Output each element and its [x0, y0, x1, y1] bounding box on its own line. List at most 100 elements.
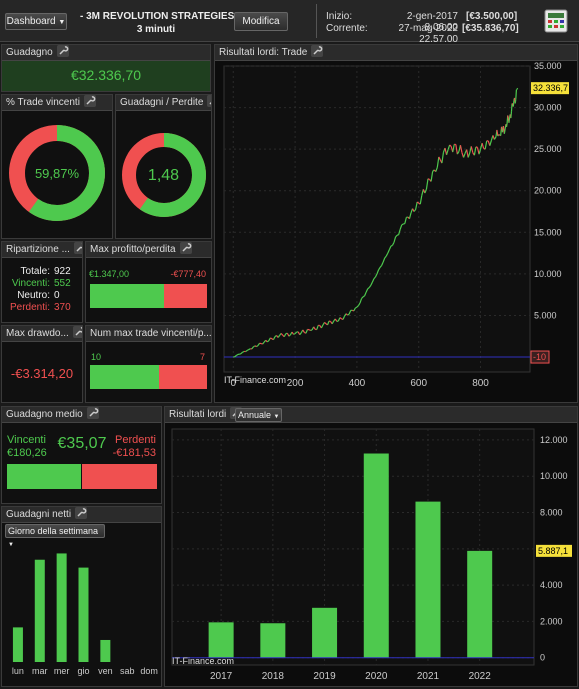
num-max-trade-panel: Num max trade vincenti/p... 10 7 — [85, 325, 212, 403]
y-tick-label: 0 — [540, 653, 545, 663]
guadagno-value: €32.336,70 — [70, 67, 142, 83]
equity-segment — [425, 178, 429, 190]
equity-segment — [339, 317, 342, 320]
bar-2018 — [260, 623, 286, 658]
modifica-button[interactable]: Modifica — [234, 12, 288, 31]
chevron-down-icon: ▼ — [8, 542, 14, 548]
equity-segment — [353, 307, 356, 312]
x-tick-label: lun — [12, 666, 24, 676]
equity-segment — [376, 269, 380, 275]
equity-segment — [507, 115, 509, 119]
strategy-title: - 3M REVOLUTION STRATEGIES — [80, 11, 235, 22]
wrench-icon[interactable] — [207, 95, 211, 107]
equity-segment — [371, 278, 375, 283]
guadagni-perdite-panel: Guadagni / Perdite 1,48 — [115, 94, 212, 239]
trade-vincenti-value: 59,87% — [34, 166, 80, 181]
y-tick-label: 2.000 — [540, 616, 563, 626]
equity-segment — [308, 329, 311, 331]
y-tick-label: 5.000 — [534, 310, 557, 320]
equity-segment — [283, 333, 287, 337]
equity-segment — [427, 178, 430, 180]
equity-segment — [277, 335, 281, 338]
y-tick-label: 10.000 — [534, 269, 562, 279]
wrench-icon[interactable] — [72, 326, 82, 338]
equity-segment — [382, 257, 386, 263]
x-tick-label: 2022 — [469, 671, 492, 682]
wrench-icon[interactable] — [311, 45, 324, 57]
bar-ven — [100, 639, 111, 662]
totale-label: Totale: — [20, 266, 50, 277]
chevron-down-icon: ▼ — [273, 414, 280, 420]
equity-segment — [466, 149, 469, 158]
equity-segment — [503, 128, 506, 134]
equity-segment — [396, 234, 399, 236]
equity-segment — [467, 152, 471, 158]
trade-vincenti-title: % Trade vincenti — [6, 97, 80, 108]
guadagni-netti-chart: lun mar mer gio ven sab dom — [12, 553, 158, 676]
num-perdenti-value: 7 — [199, 352, 205, 362]
equity-segment — [452, 144, 455, 153]
equity-segment — [251, 346, 254, 350]
bar-gio — [78, 567, 89, 662]
x-tick-label: ven — [98, 666, 113, 676]
max-profit-fill — [90, 284, 165, 308]
equity-segment — [236, 353, 239, 356]
neutro-label: Neutro: — [17, 290, 50, 301]
equity-segment — [408, 212, 412, 219]
equity-segment — [378, 267, 381, 271]
equity-segment — [515, 89, 517, 100]
equity-segment — [459, 145, 463, 153]
giorno-settimana-select[interactable]: Giorno della settimana ▼ — [5, 524, 105, 548]
bar-mer — [56, 553, 67, 662]
calculator-settings-icon[interactable] — [543, 8, 569, 34]
donut-win-arc — [9, 125, 105, 221]
wrench-icon[interactable] — [179, 242, 192, 254]
wrench-icon[interactable] — [86, 407, 99, 419]
perdenti-label: Perdenti: — [9, 302, 50, 313]
annuale-label: Annuale — [238, 410, 272, 420]
bar-2021 — [415, 501, 441, 658]
equity-segment — [384, 255, 387, 259]
watermark: IT-Finance.com — [172, 656, 235, 666]
equity-segment — [326, 320, 330, 326]
watermark: IT-Finance.com — [224, 375, 287, 385]
equity-segment — [310, 329, 313, 331]
neutro-value: 0 — [54, 290, 60, 301]
equity-segment — [456, 151, 460, 155]
bar-2022 — [467, 550, 493, 658]
equity-segment — [478, 148, 482, 155]
equity-segment — [305, 329, 309, 334]
panel-title: Max profitto/perdita — [86, 242, 211, 258]
wrench-icon[interactable] — [56, 45, 69, 57]
equity-segment — [265, 339, 268, 343]
panel-title: Risultati lordi: Trade — [215, 45, 577, 61]
equity-segment — [246, 349, 250, 352]
equity-segment — [401, 223, 404, 226]
equity-segment — [316, 325, 319, 330]
num-vincenti-fill — [90, 365, 159, 389]
equity-segment — [248, 348, 251, 351]
equity-segment — [280, 333, 284, 336]
dashboard-button[interactable]: Dashboard ▼ — [5, 13, 67, 30]
x-tick-label: mer — [54, 666, 70, 676]
wrench-icon[interactable] — [73, 242, 82, 254]
equity-segment — [266, 340, 270, 343]
wrench-icon[interactable] — [75, 507, 88, 519]
equity-segment — [299, 332, 302, 336]
y-tick-label: 12.000 — [540, 435, 568, 445]
equity-segment — [424, 188, 428, 194]
equity-segment — [462, 153, 466, 158]
equity-segment — [370, 281, 373, 286]
x-tick-label: 2019 — [313, 671, 336, 682]
equity-segment — [256, 345, 259, 348]
max-drawdown-panel: Max drawdo... -€3.314,20 — [1, 325, 83, 403]
equity-segment — [356, 305, 359, 308]
guadagni-perdite-title: Guadagni / Perdite — [120, 97, 204, 108]
panel-title: Guadagno — [2, 45, 210, 61]
last-value-label: 5.887,1 — [538, 546, 568, 556]
wrench-icon[interactable] — [83, 95, 96, 107]
bar-mar — [34, 559, 45, 662]
annuale-select[interactable]: Annuale ▼ — [235, 408, 282, 422]
x-tick-label: 400 — [349, 378, 366, 389]
medio-vincenti-label: Vincenti — [7, 434, 46, 446]
